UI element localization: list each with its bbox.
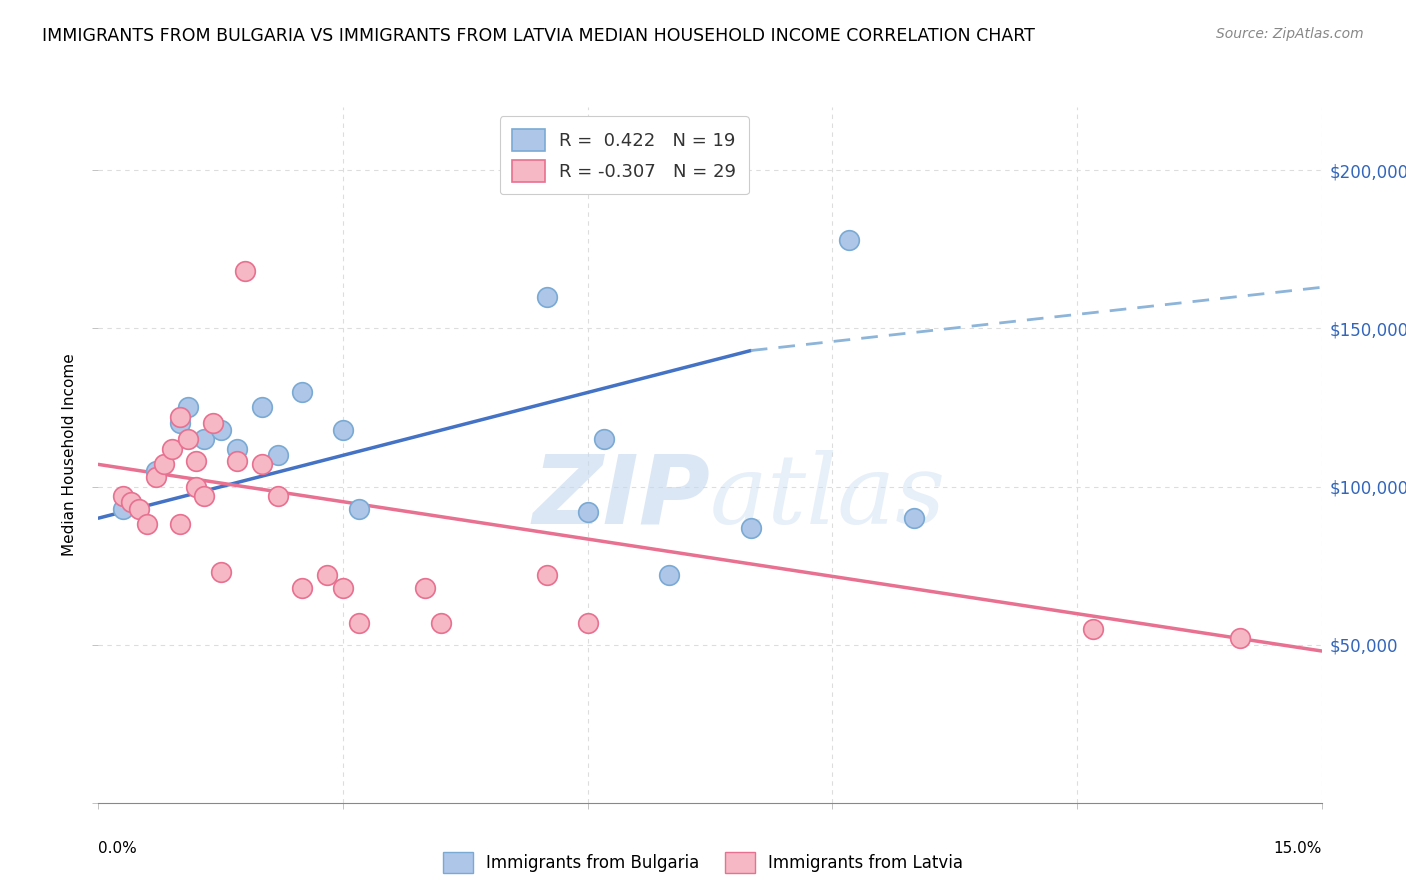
Point [226,454,249,468]
Point [160,442,183,456]
Point [332,423,354,437]
Point [349,501,371,516]
Point [177,432,200,446]
Point [169,517,191,532]
Point [291,384,314,399]
Y-axis label: Median Household Income: Median Household Income [62,353,77,557]
Point [186,454,208,468]
Point [209,565,232,579]
Point [177,401,200,415]
Point [291,581,314,595]
Point [201,417,224,431]
Point [169,417,191,431]
Point [1083,622,1105,636]
Point [193,489,215,503]
Point [576,615,599,630]
Point [430,615,453,630]
Point [576,505,599,519]
Point [145,464,167,478]
Point [740,521,762,535]
Point [111,489,134,503]
Point [169,409,191,424]
Point [315,568,337,582]
Point [250,401,273,415]
Point [593,432,616,446]
Point [226,442,249,456]
Point [349,615,371,630]
Point [267,448,290,462]
Point [233,264,256,278]
Point [128,501,150,516]
Point [209,423,232,437]
Text: Source: ZipAtlas.com: Source: ZipAtlas.com [1216,27,1364,41]
Text: 0.0%: 0.0% [98,841,138,856]
Point [193,432,215,446]
Point [838,233,860,247]
Legend: Immigrants from Bulgaria, Immigrants from Latvia: Immigrants from Bulgaria, Immigrants fro… [436,846,970,880]
Point [536,290,558,304]
Point [536,568,558,582]
Text: 15.0%: 15.0% [1274,841,1322,856]
Text: atlas: atlas [710,450,946,543]
Point [120,495,142,509]
Point [1229,632,1251,646]
Point [332,581,354,595]
Point [145,470,167,484]
Point [658,568,681,582]
Point [111,501,134,516]
Point [413,581,436,595]
Point [136,517,159,532]
Legend: R =  0.422   N = 19, R = -0.307   N = 29: R = 0.422 N = 19, R = -0.307 N = 29 [499,116,749,194]
Point [250,458,273,472]
Text: ZIP: ZIP [531,450,710,543]
Point [903,511,925,525]
Point [186,479,208,493]
Point [152,458,174,472]
Text: IMMIGRANTS FROM BULGARIA VS IMMIGRANTS FROM LATVIA MEDIAN HOUSEHOLD INCOME CORRE: IMMIGRANTS FROM BULGARIA VS IMMIGRANTS F… [42,27,1035,45]
Point [267,489,290,503]
